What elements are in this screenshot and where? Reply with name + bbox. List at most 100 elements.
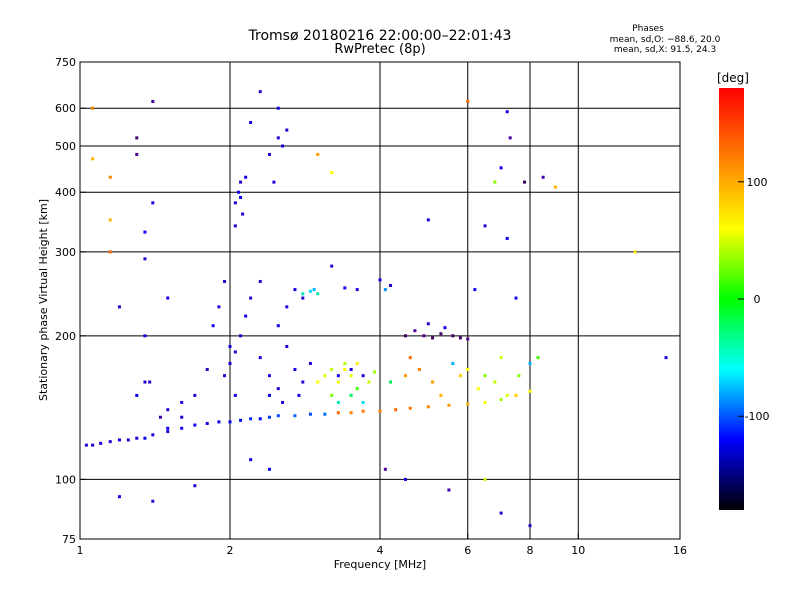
data-point <box>285 305 289 309</box>
data-point <box>143 380 147 384</box>
data-point <box>99 441 103 445</box>
data-point <box>267 374 271 378</box>
data-point <box>499 166 503 170</box>
data-point <box>536 356 540 360</box>
data-point <box>285 344 289 348</box>
data-point <box>483 224 487 228</box>
data-point <box>394 408 398 412</box>
y-tick-label: 300 <box>55 246 76 259</box>
data-point <box>211 324 215 328</box>
data-point <box>166 430 170 434</box>
data-point <box>281 400 285 404</box>
stats-line-x: mean, sd,X: 91.5, 24.3 <box>614 45 716 55</box>
x-tick-label: 6 <box>464 544 471 557</box>
data-point <box>126 438 130 442</box>
data-point <box>272 180 276 184</box>
data-point <box>403 477 407 481</box>
data-point <box>417 367 421 371</box>
x-tick-label: 8 <box>527 544 534 557</box>
data-point <box>223 374 227 378</box>
data-point <box>228 420 232 424</box>
data-point <box>493 180 497 184</box>
data-point <box>378 278 382 282</box>
data-point <box>408 356 412 360</box>
data-point <box>343 367 347 371</box>
y-tick-label: 500 <box>55 140 76 153</box>
data-point <box>233 224 237 228</box>
data-point <box>228 361 232 365</box>
data-point <box>336 380 340 384</box>
data-point <box>117 495 121 499</box>
colorbar-label: [deg] <box>717 71 749 85</box>
data-point <box>343 286 347 290</box>
y-tick-label: 200 <box>55 330 76 343</box>
data-point <box>258 90 262 94</box>
data-point <box>236 190 240 194</box>
x-axis-ticks: 1 2 4 6 8 10 16 <box>77 533 687 557</box>
data-point <box>523 180 527 184</box>
data-point <box>148 380 152 384</box>
data-point <box>323 412 327 416</box>
data-point <box>528 524 532 528</box>
data-point <box>367 380 371 384</box>
data-point <box>267 152 271 156</box>
data-point <box>285 128 289 132</box>
data-point <box>193 484 197 488</box>
data-point <box>378 409 382 413</box>
colorbar-ticks: 100 0 -100 <box>738 176 769 423</box>
data-point <box>336 374 340 378</box>
y-tick-label: 750 <box>55 56 76 69</box>
chart-title: Tromsø 20180216 22:00:00–22:01:43 <box>248 28 512 44</box>
data-point <box>413 329 417 333</box>
data-point <box>473 288 477 292</box>
data-point <box>180 426 184 430</box>
data-point <box>528 389 532 393</box>
data-point <box>389 283 393 287</box>
data-point <box>239 195 243 199</box>
data-point <box>244 314 248 318</box>
data-point <box>308 361 312 365</box>
data-point <box>451 361 455 365</box>
data-point <box>330 170 334 174</box>
data-point <box>316 152 320 156</box>
data-point <box>439 332 443 336</box>
data-point <box>528 361 532 365</box>
data-point <box>258 356 262 360</box>
data-point <box>301 296 305 300</box>
data-point <box>443 326 447 330</box>
data-point <box>355 361 359 365</box>
data-point <box>308 289 312 293</box>
data-point <box>135 436 139 440</box>
data-point <box>293 414 297 418</box>
data-point <box>553 185 557 189</box>
data-point <box>483 374 487 378</box>
data-point <box>166 296 170 300</box>
data-point <box>343 361 347 365</box>
data-point <box>389 380 393 384</box>
data-point <box>466 99 470 103</box>
data-point <box>349 367 353 371</box>
data-point <box>239 418 243 422</box>
data-point <box>508 136 512 140</box>
data-point <box>664 356 668 360</box>
data-point <box>205 421 209 425</box>
data-point <box>223 279 227 283</box>
data-point <box>193 423 197 427</box>
y-axis-label: Stationary phase Virtual Height [km] <box>37 199 50 401</box>
data-point <box>439 393 443 397</box>
data-point <box>493 380 497 384</box>
data-point <box>281 144 285 148</box>
data-point <box>422 334 426 338</box>
data-point <box>239 180 243 184</box>
colorbar-tick-label: -100 <box>745 410 770 423</box>
x-axis-label: Frequency [MHz] <box>334 558 426 571</box>
data-point <box>466 402 470 406</box>
data-point <box>483 400 487 404</box>
data-point <box>117 438 121 442</box>
data-point <box>241 212 245 216</box>
data-point <box>180 400 184 404</box>
data-point <box>151 499 155 503</box>
data-point <box>276 414 280 418</box>
data-point <box>514 393 518 397</box>
